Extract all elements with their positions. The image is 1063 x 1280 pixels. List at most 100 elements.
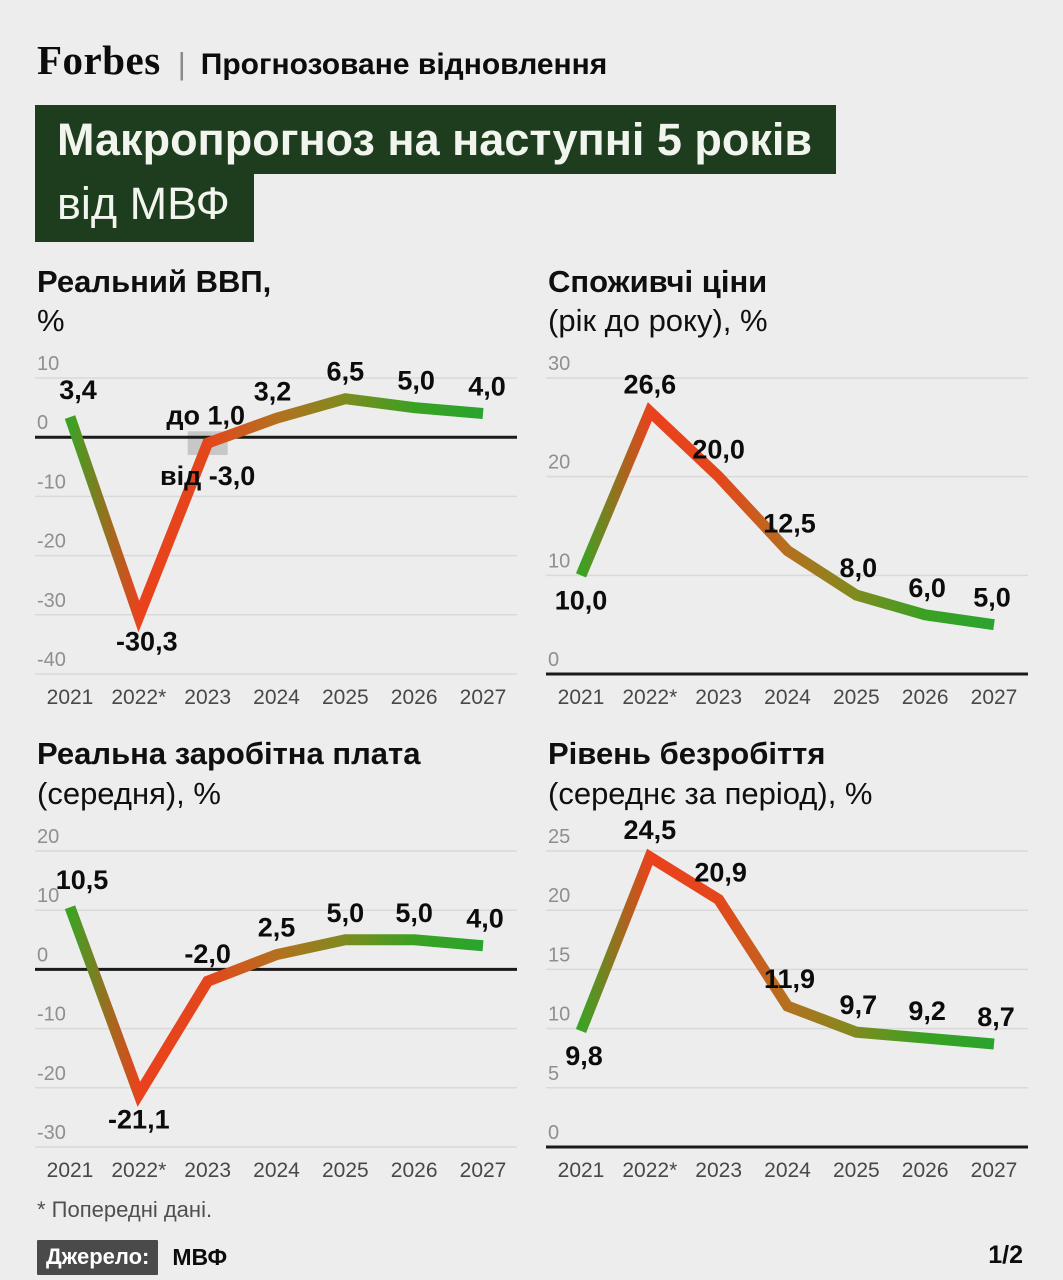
trend-line	[575, 402, 995, 631]
y-tick-label: -30	[37, 1122, 66, 1144]
header: Forbes | Прогнозоване відновлення	[37, 36, 1028, 84]
data-label: -30,3	[116, 627, 178, 657]
y-tick-label: 10	[37, 886, 59, 908]
chart-real-gdp: Реальний ВВП,% 10 0 -10 -20 -30 -40 до 1,0 від …	[35, 262, 517, 711]
x-axis-label: 2023	[184, 1159, 231, 1182]
unemployment-chart: 25 20 15 10 5 0 9,8 24,5 20,9 11,9 9,7 9,2 8,7 2021 20…	[546, 815, 1028, 1182]
forbes-logo: Forbes	[37, 37, 161, 83]
header-rubric: Прогнозоване відновлення	[200, 48, 608, 81]
chart-title-sub: (середня), %	[37, 776, 221, 812]
x-axis-label: 2025	[322, 686, 369, 709]
real-gdp-chart: 10 0 -10 -20 -30 -40 до 1,0 від -3,0 3,4 -30,3 3,2…	[35, 353, 517, 709]
chart-title-main: Споживчі ціни	[548, 263, 768, 299]
data-label: 24,5	[624, 815, 677, 845]
y-tick-label: 0	[37, 413, 48, 435]
data-label: 9,8	[565, 1041, 603, 1071]
data-label: 3,2	[254, 377, 292, 407]
x-axis-label: 2022*	[111, 686, 166, 709]
x-axis-label: 2023	[695, 686, 742, 709]
source-badge: Джерело:	[37, 1239, 159, 1275]
footnote: * Попередні дані.	[37, 1197, 213, 1223]
y-tick-label: -40	[37, 649, 66, 671]
chart-unemployment: Рівень безробіття (середнє за період), % …	[546, 734, 1028, 1183]
x-axis-label: 2024	[253, 686, 300, 709]
data-label: 26,6	[624, 370, 677, 400]
y-tick-label: 10	[548, 1004, 570, 1026]
x-axis-label: 2021	[558, 1159, 605, 1182]
x-axis-label: 2026	[902, 1159, 949, 1182]
data-label: 4,0	[468, 372, 506, 402]
x-axis-label: 2021	[47, 686, 94, 709]
y-tick-label: -10	[37, 1004, 66, 1026]
data-label: 11,9	[764, 965, 815, 995]
x-axis-label: 2027	[460, 1159, 507, 1182]
x-axis-label: 2026	[902, 686, 949, 709]
x-axis-label: 2027	[460, 686, 507, 709]
consumer-prices-chart: 30 20 10 0 10,0 26,6 20,0 12,5 8,0 6,0 5,0 2021 2022…	[546, 353, 1028, 709]
y-tick-label: 25	[548, 826, 570, 848]
data-label: 12,5	[763, 509, 816, 539]
x-axis-label: 2026	[391, 686, 438, 709]
data-label: 5,0	[327, 898, 365, 928]
page-indicator: 1/2	[988, 1241, 1023, 1270]
data-label: 6,0	[908, 573, 946, 603]
chart-title-sub: (середнє за період), %	[548, 776, 873, 812]
data-label: 6,5	[327, 357, 365, 387]
y-tick-label: -20	[37, 1063, 66, 1085]
chart-title-sub: (рік до року), %	[548, 303, 768, 339]
trend-line	[64, 905, 484, 1108]
x-axis-label: 2024	[253, 1159, 300, 1182]
y-tick-label: -20	[37, 531, 66, 553]
chart-title-sub: %	[37, 303, 65, 339]
source-value: МВФ	[172, 1243, 228, 1270]
x-axis-label: 2027	[971, 686, 1018, 709]
data-label: 3,4	[59, 376, 97, 406]
data-label: 20,9	[694, 858, 747, 888]
chart-real-wages: Реальна заробітна плата (середня), % 20 10…	[35, 734, 517, 1183]
y-tick-label: 0	[548, 649, 559, 671]
data-label: 9,2	[908, 997, 946, 1027]
data-label: 9,7	[840, 991, 878, 1021]
x-axis-label: 2025	[833, 1159, 880, 1182]
y-tick-label: 20	[37, 826, 59, 848]
data-label: 5,0	[973, 583, 1011, 613]
chart-title-main: Рівень безробіття	[548, 736, 826, 772]
y-tick-label: 20	[548, 452, 570, 474]
y-tick-label: -10	[37, 472, 66, 494]
data-label: 20,0	[692, 435, 745, 465]
y-tick-label: -30	[37, 590, 66, 612]
x-axis-label: 2022*	[622, 686, 677, 709]
data-label: 5,0	[397, 366, 435, 396]
chart-title-consumer-prices: Споживчі ціни (рік до року), %	[548, 262, 1028, 342]
chart-consumer-prices: Споживчі ціни (рік до року), % 30 20 10 0 10,…	[546, 262, 1028, 711]
chart-title-main: Реальний ВВП,	[37, 263, 272, 299]
y-tick-label: 5	[548, 1063, 559, 1085]
data-label: -21,1	[108, 1105, 170, 1135]
x-axis-label: 2026	[391, 1159, 438, 1182]
x-axis-label: 2025	[322, 1159, 369, 1182]
y-tick-label: 10	[548, 551, 570, 573]
x-axis-label: 2022*	[111, 1159, 166, 1182]
y-tick-label: 15	[548, 945, 570, 967]
data-label: 2,5	[258, 913, 296, 943]
y-tick-label: 10	[37, 353, 59, 375]
data-label: 5,0	[395, 898, 433, 928]
x-axis-label: 2021	[558, 686, 605, 709]
chart-title-main: Реальна заробітна плата	[37, 736, 421, 772]
real-wages-chart: 20 10 0 -10 -20 -30 10,5 -21,1 -2,0 2,5 5,0 5,0 4,0 2…	[35, 826, 517, 1182]
x-axis-label: 2023	[695, 1159, 742, 1182]
data-label: 4,0	[466, 904, 504, 934]
chart-title-real-gdp: Реальний ВВП,%	[37, 262, 517, 342]
range-upper-label: до 1,0	[166, 401, 245, 431]
x-axis-label: 2027	[971, 1159, 1018, 1182]
range-lower-label: від -3,0	[160, 461, 255, 491]
y-tick-label: 20	[548, 886, 570, 908]
charts-grid: Реальний ВВП,% 10 0 -10 -20 -30 -40 до 1,0 від …	[35, 262, 1028, 1184]
y-tick-label: 30	[548, 353, 570, 375]
page-title-line1: Макропрогноз на наступні 5 років	[35, 105, 837, 175]
y-tick-label: 0	[37, 945, 48, 967]
source-row: Джерело: МВФ 1/2	[37, 1239, 1028, 1275]
chart-title-real-wages: Реальна заробітна плата (середня), %	[37, 734, 517, 814]
x-axis-label: 2025	[833, 686, 880, 709]
